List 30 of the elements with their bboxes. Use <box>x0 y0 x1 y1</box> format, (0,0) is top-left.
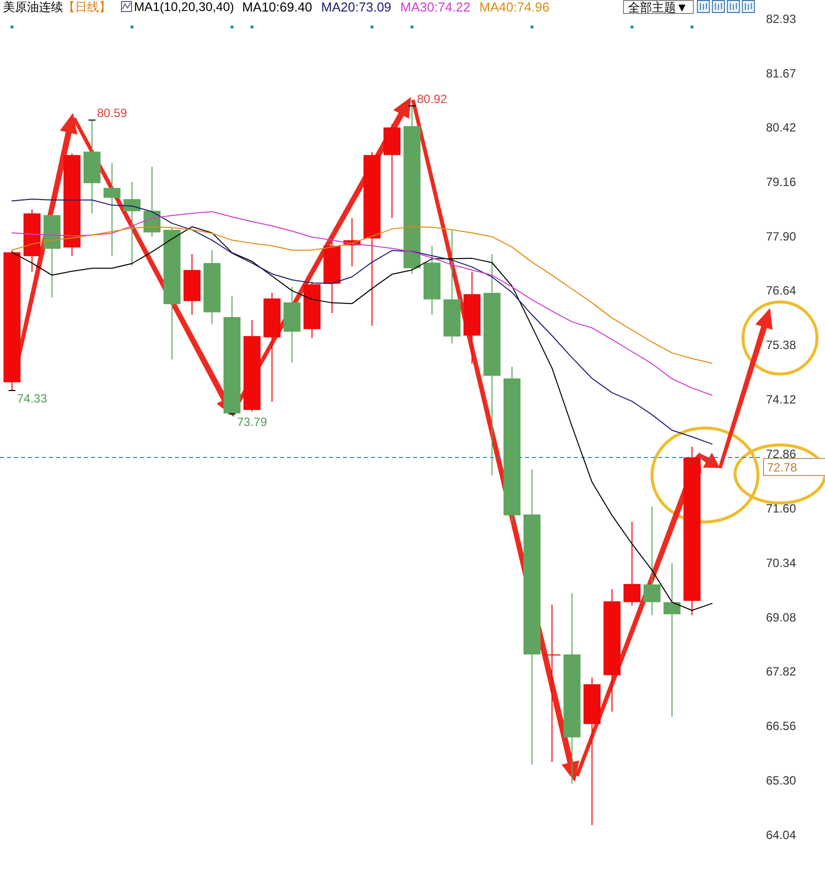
annotation: 80.59 <box>97 106 128 120</box>
annotation: 73.79 <box>237 414 268 429</box>
y-tick-label: 70.34 <box>766 556 796 570</box>
y-tick-label: 69.08 <box>766 610 796 624</box>
chart-subtitle: 【日线】 <box>63 0 111 14</box>
y-tick-label: 76.64 <box>766 284 796 298</box>
annotation: 74.33 <box>17 392 48 406</box>
annotation: 80.92 <box>417 92 448 106</box>
y-tick-label: 81.67 <box>766 66 796 80</box>
y-tick-label: 82.93 <box>766 12 796 26</box>
y-tick-label: 64.04 <box>766 828 796 842</box>
legend: MA1(10,20,30,40) MA10:69.40 MA20:73.09 MA30:74.22 MA40:74.96 <box>121 0 550 14</box>
y-tick-label: 67.82 <box>766 664 796 679</box>
y-tick-label: 79.16 <box>766 174 796 189</box>
ref-line-label: 72.78 <box>763 458 825 476</box>
y-tick-label: 66.56 <box>766 719 796 734</box>
y-tick-label: 71.60 <box>766 501 796 516</box>
ref-line-label: 72.78 <box>767 460 798 474</box>
y-tick-label: 77.90 <box>766 229 796 244</box>
y-tick-label: 75.38 <box>766 338 796 352</box>
y-tick-label: 65.30 <box>766 774 796 788</box>
legend-title: MA1(10,20,30,40) <box>134 0 234 14</box>
note: 74.33 <box>8 390 48 406</box>
chart-title: 美原油连续 <box>3 0 63 14</box>
button: 全部主题▼ <box>623 0 694 14</box>
y-tick-label: 74.12 <box>766 392 796 407</box>
note: 80.59 <box>88 106 128 121</box>
note: 73.79 <box>228 413 268 429</box>
note: 80.92 <box>408 92 448 106</box>
y-tick-label: 80.42 <box>766 120 796 134</box>
